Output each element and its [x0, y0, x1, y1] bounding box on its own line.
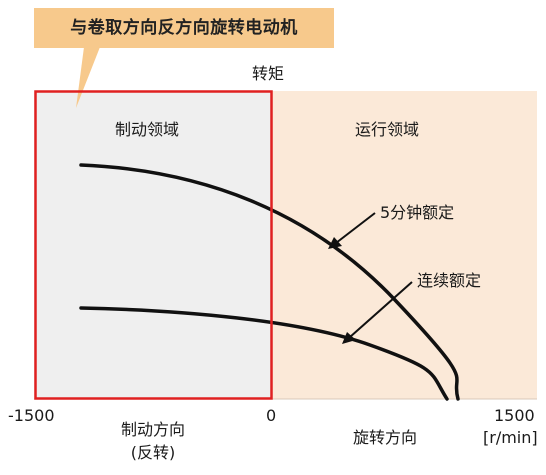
curve-5min-label: 5分钟额定	[380, 203, 455, 222]
x-tick-left: -1500	[8, 406, 55, 425]
arrowhead-5min	[328, 237, 342, 249]
x-tick-zero: 0	[266, 406, 277, 425]
callout-box: 与卷取方向反方向旋转电动机	[34, 8, 334, 48]
x-axis-unit: [r/min]	[483, 428, 538, 447]
curve-continuous-rating	[79, 306, 449, 401]
rotation-direction-label: 旋转方向	[353, 428, 418, 447]
x-tick-right: 1500	[494, 406, 535, 425]
reverse-rotation-label: (反转)	[130, 443, 176, 462]
braking-region	[34, 91, 272, 399]
curve-continuous-label: 连续额定	[417, 271, 482, 290]
braking-region-label: 制动领域	[115, 120, 180, 139]
running-region	[272, 91, 537, 399]
braking-highlight-frame	[34, 90, 273, 400]
braking-direction-label: 制动方向	[120, 420, 185, 439]
y-axis-label: 转矩	[252, 64, 285, 83]
curve-5min-rating	[79, 163, 460, 401]
running-region-label: 运行领域	[355, 120, 420, 139]
arrowhead-continuous	[342, 332, 356, 344]
leader-5min	[335, 212, 376, 244]
leader-continuous	[349, 281, 413, 338]
